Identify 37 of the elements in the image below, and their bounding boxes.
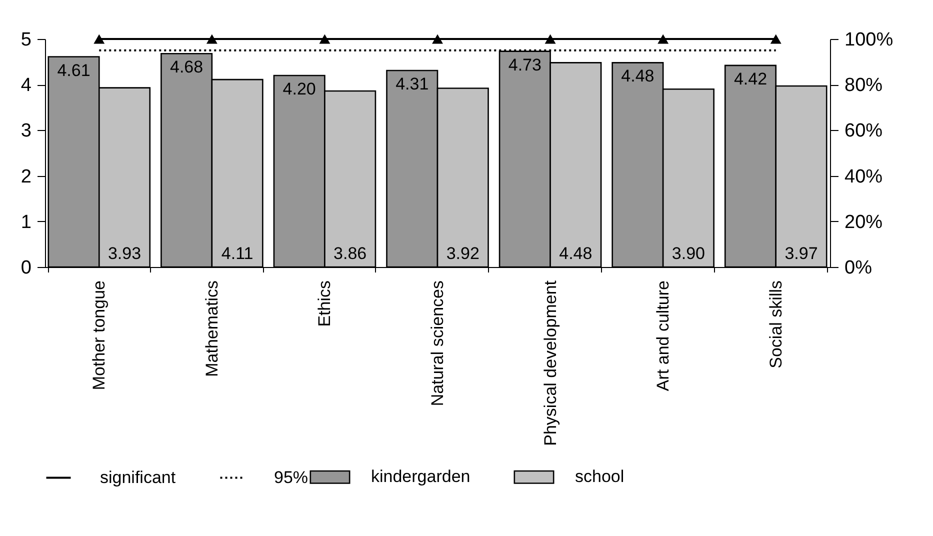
y-tick-label: 2 — [20, 166, 32, 188]
data-label: 3.92 — [446, 244, 480, 263]
data-label: 4.48 — [559, 244, 592, 263]
y-tick-label: 1 — [20, 212, 32, 233]
data-label: 3.86 — [334, 244, 367, 263]
data-label: 4.42 — [734, 69, 768, 88]
y-tick-label: 5 — [20, 30, 32, 50]
legend-label: significant — [100, 468, 176, 487]
legend-label: kindergarden — [371, 467, 470, 486]
data-label: 4.20 — [282, 79, 316, 98]
legend-label: school — [575, 467, 624, 486]
y-tick-label: 3 — [20, 120, 32, 142]
y2-tick-label: 40% — [844, 166, 883, 188]
x-tick-label: Ethics — [315, 280, 334, 327]
data-label: 4.61 — [57, 60, 90, 80]
data-label: 3.93 — [108, 244, 142, 263]
y-tick-label: 4 — [20, 75, 32, 96]
y2-tick-label: 20% — [844, 212, 883, 233]
y-tick-label: 0 — [20, 258, 32, 278]
data-label: 4.48 — [621, 66, 654, 86]
data-label: 4.73 — [508, 55, 542, 74]
y2-tick-label: 100% — [844, 30, 894, 50]
data-label: 4.68 — [170, 58, 204, 77]
y2-tick-label: 0% — [844, 258, 872, 278]
y2-tick-label: 60% — [844, 120, 883, 142]
y2-tick-label: 80% — [844, 75, 883, 96]
data-label: 3.90 — [672, 244, 705, 263]
x-tick-label: Social skills — [766, 280, 786, 368]
legend-label: 95% — [274, 468, 308, 487]
data-label: 4.11 — [221, 244, 254, 263]
data-label: 3.97 — [784, 244, 818, 263]
x-tick-label: Natural sciences — [428, 280, 447, 406]
x-tick-label: Mother tongue — [90, 280, 109, 390]
x-tick-label: Art and culture — [654, 280, 673, 392]
x-tick-label: Mathematics — [202, 280, 222, 377]
data-label: 4.31 — [396, 74, 429, 94]
x-tick-label: Physical development — [540, 280, 560, 446]
